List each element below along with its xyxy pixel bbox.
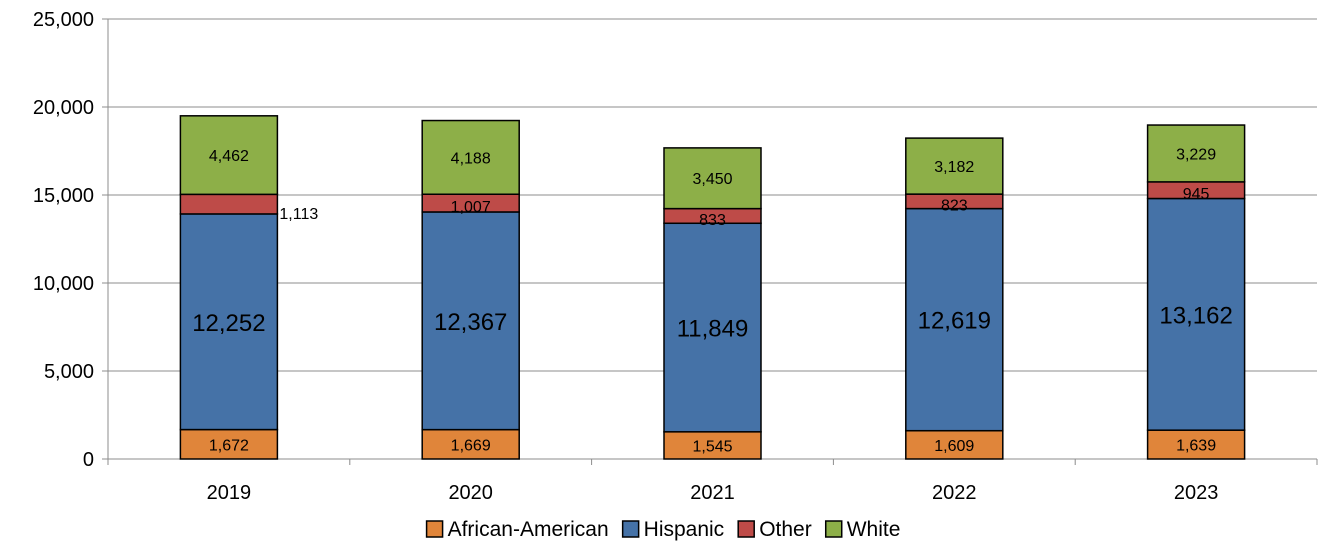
legend-label: White xyxy=(847,518,901,541)
bar-white-2021 xyxy=(663,147,762,210)
y-tick-label: 20,000 xyxy=(33,97,94,119)
data-label-other-2019: 1,113 xyxy=(279,206,318,223)
data-label-hispanic-2021: 11,849 xyxy=(677,316,749,343)
data-label-hispanic-2020: 12,367 xyxy=(434,309,507,336)
data-label-other-2020: 1,007 xyxy=(451,199,491,216)
data-label-hispanic-2022: 12,619 xyxy=(918,308,991,335)
bar-white-2023 xyxy=(1146,124,1246,183)
bar-hispanic-2019 xyxy=(179,213,279,431)
y-tick-label: 10,000 xyxy=(33,273,94,295)
data-label-african-american-2023: 1,639 xyxy=(1176,438,1216,455)
legend: African-American Hispanic Other White xyxy=(425,518,901,541)
bar-white-2022 xyxy=(905,137,1004,195)
data-label-african-american-2021: 1,545 xyxy=(692,438,732,455)
bar-african-american-2021 xyxy=(663,431,762,460)
legend-label: Other xyxy=(759,518,812,541)
data-label-white-2021: 3,450 xyxy=(692,171,732,188)
x-tick-label: 2019 xyxy=(207,482,252,504)
data-label-hispanic-2023: 13,162 xyxy=(1159,302,1232,329)
legend-item-white: White xyxy=(824,518,901,541)
bar-african-american-2023 xyxy=(1146,429,1246,460)
x-tick-label: 2023 xyxy=(1174,482,1219,504)
y-tick-label: 15,000 xyxy=(33,185,94,207)
legend-label: Hispanic xyxy=(644,518,725,541)
x-tick-label: 2021 xyxy=(690,482,735,504)
legend-swatch xyxy=(425,520,444,538)
data-label-white-2019: 4,462 xyxy=(209,148,249,165)
x-tick-label: 2022 xyxy=(932,482,977,504)
data-label-african-american-2019: 1,672 xyxy=(209,437,249,454)
legend-item-african-american: African-American xyxy=(425,518,609,541)
bar-white-2019 xyxy=(179,115,279,196)
legend-swatch xyxy=(621,520,640,538)
legend-swatch xyxy=(737,520,755,538)
y-tick-label: 0 xyxy=(83,449,94,471)
bar-hispanic-2023 xyxy=(1146,197,1246,431)
bar-hispanic-2020 xyxy=(421,211,520,431)
bar-hispanic-2021 xyxy=(663,222,762,433)
data-label-african-american-2022: 1,609 xyxy=(934,438,974,455)
legend-item-hispanic: Hispanic xyxy=(621,518,725,541)
data-label-white-2022: 3,182 xyxy=(934,159,974,176)
bar-white-2020 xyxy=(421,119,520,195)
y-tick-label: 25,000 xyxy=(33,9,94,31)
data-label-white-2023: 3,229 xyxy=(1176,146,1216,163)
bar-hispanic-2022 xyxy=(905,207,1004,432)
y-tick-label: 5,000 xyxy=(44,361,94,383)
axes: 0 5,000 10,000 15,000 20,000 25,000 2019 2020 20… xyxy=(33,9,1318,504)
data-label-other-2023: 945 xyxy=(1183,186,1210,203)
legend-swatch xyxy=(824,520,843,538)
legend-label: African-American xyxy=(448,518,609,541)
data-label-african-american-2020: 1,669 xyxy=(451,437,491,454)
data-label-other-2022: 823 xyxy=(941,197,968,214)
bar-other-2019 xyxy=(179,193,279,215)
bar-african-american-2019 xyxy=(179,428,279,460)
x-tick-label: 2020 xyxy=(448,482,493,504)
bar-african-american-2020 xyxy=(421,428,520,460)
bars xyxy=(179,115,1246,460)
data-labels: 1,672 12,252 1,113 4,462 1,669 12,367 1,007 4,1… xyxy=(192,146,1233,455)
bar-african-american-2022 xyxy=(905,429,1004,460)
data-label-other-2021: 833 xyxy=(699,212,726,229)
data-label-white-2020: 4,188 xyxy=(451,150,491,167)
legend-item-other: Other xyxy=(737,518,812,541)
data-label-hispanic-2019: 12,252 xyxy=(192,310,265,337)
